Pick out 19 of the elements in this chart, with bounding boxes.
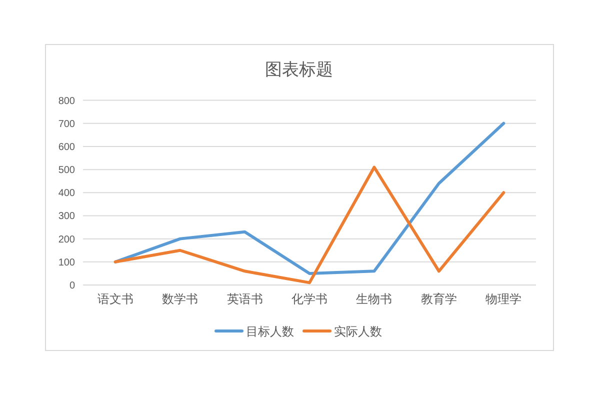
ytick-label: 400 (58, 188, 75, 200)
ytick-label: 700 (58, 118, 75, 130)
xtick-label: 语文书 (97, 292, 134, 306)
ytick-label: 800 (58, 96, 75, 107)
xtick-label: 数学书 (162, 292, 198, 306)
ytick-label: 300 (58, 211, 75, 222)
ytick-label: 600 (58, 142, 75, 153)
ytick-label: 100 (58, 257, 75, 268)
ytick-label: 500 (58, 165, 75, 176)
xtick-label: 生物书 (356, 292, 392, 306)
xtick-label: 物理学 (486, 292, 522, 306)
legend-label: 目标人数 (246, 324, 294, 338)
legend-label: 实际人数 (334, 324, 382, 338)
ytick-label: 0 (69, 280, 75, 292)
xtick-label: 英语书 (226, 292, 263, 306)
title: 图表标题 (265, 60, 333, 79)
xtick-label: 教育学 (420, 292, 457, 306)
xtick-label: 化学书 (292, 292, 328, 306)
ytick-label: 200 (58, 234, 75, 246)
